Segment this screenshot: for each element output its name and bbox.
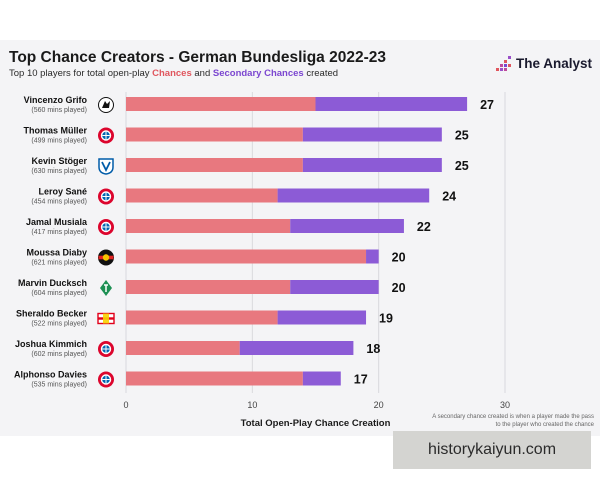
bremen-crest-icon-part bbox=[104, 284, 108, 292]
bar-chances bbox=[126, 219, 291, 233]
bar-secondary-chances bbox=[290, 280, 379, 294]
player-minutes: (630 mins played) bbox=[31, 168, 87, 175]
bremen-crest-icon bbox=[100, 280, 112, 296]
analyst-logo-text: The Analyst bbox=[516, 56, 593, 71]
total-label: 24 bbox=[442, 190, 456, 204]
footnote: A secondary chance created is when a pla… bbox=[432, 414, 594, 428]
total-label: 27 bbox=[480, 98, 494, 112]
bar-secondary-chances bbox=[302, 158, 442, 172]
total-label: 19 bbox=[379, 312, 393, 326]
freiburg-crest-icon-part bbox=[102, 101, 110, 108]
bayern-crest-icon bbox=[98, 188, 114, 205]
player-name: Thomas Müller bbox=[23, 126, 87, 136]
bar-chances bbox=[126, 158, 303, 172]
x-tick-label: 30 bbox=[500, 400, 510, 410]
player-minutes: (499 mins played) bbox=[31, 138, 87, 145]
subtitle-prefix: Top 10 players for total open-play bbox=[9, 68, 150, 79]
bayern-crest-icon bbox=[98, 341, 114, 357]
player-minutes: (604 mins played) bbox=[31, 290, 87, 297]
bar-chances bbox=[126, 280, 291, 294]
player-minutes: (454 mins played) bbox=[31, 199, 87, 206]
total-label: 20 bbox=[392, 251, 406, 265]
player-minutes: (535 mins played) bbox=[31, 382, 87, 389]
player-name: Jamal Musiala bbox=[26, 217, 88, 227]
player-minutes: (417 mins played) bbox=[31, 229, 87, 236]
bochum-crest-icon-part bbox=[101, 161, 111, 173]
player-minutes: (602 mins played) bbox=[31, 351, 87, 358]
x-axis-label: Total Open-Play Chance Creation bbox=[241, 418, 391, 429]
total-label: 17 bbox=[354, 373, 368, 387]
x-tick-label: 0 bbox=[123, 400, 128, 410]
bar-secondary-chances bbox=[315, 97, 468, 111]
player-minutes: (621 mins played) bbox=[31, 260, 87, 267]
legend-secondary-chances: Secondary Chances bbox=[212, 68, 304, 79]
chart-title: Top Chance Creators - German Bundesliga … bbox=[9, 49, 386, 66]
union-berlin-crest-icon-part bbox=[103, 313, 109, 324]
x-tick-label: 10 bbox=[247, 400, 257, 410]
player-name: Marvin Ducksch bbox=[18, 278, 87, 288]
bar-secondary-chances bbox=[277, 310, 367, 325]
analyst-logo-icon bbox=[496, 56, 511, 71]
player-name: Alphonso Davies bbox=[14, 370, 87, 380]
subtitle-suffix: created bbox=[306, 68, 339, 79]
bar-secondary-chances bbox=[290, 219, 404, 233]
bayern-crest-icon bbox=[98, 371, 114, 388]
player-minutes: (522 mins played) bbox=[31, 321, 87, 328]
bayern-crest-icon-part bbox=[102, 192, 110, 201]
bochum-crest-icon bbox=[98, 158, 114, 175]
player-minutes: (560 mins played) bbox=[31, 107, 87, 114]
player-name: Vincenzo Grifo bbox=[24, 95, 88, 105]
leverkusen-crest-icon-part bbox=[102, 254, 110, 261]
bayern-crest-icon-part bbox=[102, 223, 110, 231]
player-name: Kevin Stöger bbox=[31, 156, 87, 166]
bayern-crest-icon-part bbox=[102, 375, 110, 384]
player-name: Leroy Sané bbox=[38, 187, 87, 197]
x-tick-label: 20 bbox=[374, 400, 384, 410]
player-name: Joshua Kimmich bbox=[15, 339, 87, 349]
bayern-crest-icon-part bbox=[102, 345, 110, 353]
total-label: 25 bbox=[455, 159, 469, 173]
freiburg-crest-icon bbox=[98, 97, 114, 113]
bayern-crest-icon-part bbox=[102, 131, 110, 140]
union-berlin-crest-icon bbox=[97, 312, 115, 325]
total-label: 18 bbox=[366, 342, 380, 356]
bar-secondary-chances bbox=[366, 249, 379, 264]
total-label: 20 bbox=[392, 281, 406, 295]
subtitle-and: and bbox=[194, 68, 211, 79]
bayern-crest-icon bbox=[98, 127, 114, 144]
chart-subtitle: Top 10 players for total open-play Chanc… bbox=[9, 68, 338, 79]
player-name: Moussa Diaby bbox=[26, 248, 87, 258]
bar-secondary-chances bbox=[302, 127, 442, 142]
bar-chances bbox=[126, 341, 240, 355]
bar-chances bbox=[126, 97, 316, 111]
total-label: 25 bbox=[455, 129, 469, 143]
bar-secondary-chances bbox=[302, 371, 341, 386]
leverkusen-crest-icon bbox=[98, 249, 114, 266]
player-name: Sheraldo Becker bbox=[16, 309, 88, 319]
bar-chances bbox=[126, 371, 303, 386]
bar-chances bbox=[126, 127, 303, 142]
total-label: 22 bbox=[417, 220, 431, 234]
bar-secondary-chances bbox=[239, 341, 354, 355]
watermark: historykaiyun.com bbox=[393, 431, 591, 469]
legend-chances: Chances bbox=[152, 68, 192, 79]
bar-chances bbox=[126, 249, 367, 264]
bar-chances bbox=[126, 310, 278, 325]
bayern-crest-icon bbox=[98, 219, 114, 235]
bar-secondary-chances bbox=[277, 188, 430, 203]
bar-chances bbox=[126, 188, 278, 203]
